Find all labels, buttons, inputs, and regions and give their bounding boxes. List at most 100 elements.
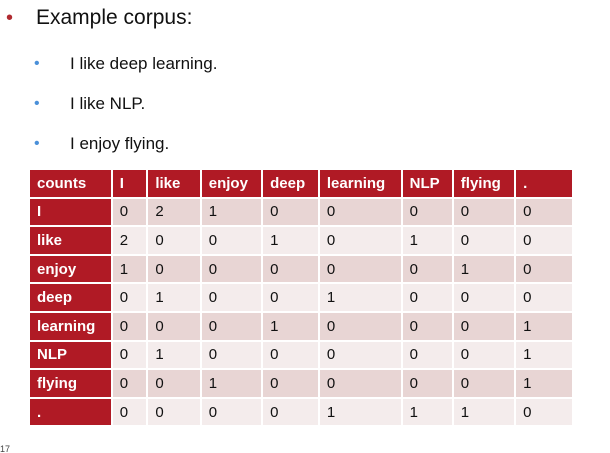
sentence-item: • I like deep learning. [34,44,217,84]
table-cell: 0 [451,225,517,256]
sentence-item: • I like NLP. [34,84,217,124]
table-cell: 1 [261,225,320,256]
sentence-text: I enjoy flying. [70,134,170,153]
table-cell: 1 [400,396,454,428]
row-header: learning [28,310,113,342]
table-cell: 0 [261,339,320,371]
table-cell: 0 [261,368,320,399]
table-cell: 0 [199,339,264,371]
row-header: NLP [28,339,113,371]
sentence-list: • I like deep learning. • I like NLP. • … [34,44,217,164]
bullet-icon: • [34,135,40,152]
table-cell: 0 [451,282,517,313]
table-cell: 0 [110,368,149,399]
table-cell: 1 [317,282,403,313]
table-cell: 2 [146,196,202,228]
table-cell: 1 [317,396,403,428]
table-row: . 0 0 0 0 1 1 1 0 [28,396,574,428]
table-cell: 0 [451,196,517,228]
table-cell: 0 [199,396,264,428]
table-cell: 1 [146,282,202,313]
table-cell: 0 [110,282,149,313]
row-header: deep [28,282,113,313]
table-cell: 0 [451,368,517,399]
column-header: flying [451,168,517,199]
table-cell: 0 [199,282,264,313]
table-row: NLP 0 1 0 0 0 0 0 1 [28,339,574,371]
column-header: deep [261,168,320,199]
table-cell: 0 [261,196,320,228]
table-cell: 1 [514,339,574,371]
table-cell: 1 [146,339,202,371]
table-cell: 0 [400,253,454,285]
table-cell: 0 [400,310,454,342]
table-cell: 0 [514,225,574,256]
table-cell: 0 [514,282,574,313]
table-cell: 1 [261,310,320,342]
cooccurrence-table: counts I like enjoy deep learning NLP fl… [28,168,574,428]
table-cell: 0 [317,368,403,399]
heading-row: • Example corpus: [6,4,192,32]
table-cell: 0 [146,396,202,428]
table-cell: 0 [199,225,264,256]
sentence-text: I like deep learning. [70,54,218,73]
table-cell: 1 [400,225,454,256]
table-cell: 0 [451,310,517,342]
table-cell: 0 [146,225,202,256]
table-cell: 0 [199,310,264,342]
table-cell: 0 [400,368,454,399]
row-header: enjoy [28,253,113,285]
table-cell: 0 [317,196,403,228]
table-header-row: counts I like enjoy deep learning NLP fl… [28,168,574,199]
table-cell: 0 [317,339,403,371]
table-cell: 0 [317,225,403,256]
row-header: . [28,396,113,428]
table-cell: 0 [110,339,149,371]
column-header: NLP [400,168,454,199]
table-cell: 1 [451,396,517,428]
table-cell: 0 [199,253,264,285]
row-header: like [28,225,113,256]
slide-heading: Example corpus: [36,6,193,29]
corner-header: counts [28,168,113,199]
sentence-item: • I enjoy flying. [34,124,217,164]
table-cell: 1 [514,310,574,342]
bullet-icon: • [6,7,14,29]
bullet-icon: • [34,55,40,72]
table-cell: 0 [317,253,403,285]
table-cell: 0 [146,310,202,342]
column-header: like [146,168,202,199]
table-row: like 2 0 0 1 0 1 0 0 [28,225,574,256]
column-header: learning [317,168,403,199]
table-cell: 0 [514,396,574,428]
table-cell: 0 [110,196,149,228]
table-cell: 0 [514,196,574,228]
table-cell: 2 [110,225,149,256]
table-cell: 0 [400,339,454,371]
slide-number: 17 [0,444,11,453]
table-cell: 0 [261,396,320,428]
column-header: . [514,168,574,199]
table-cell: 1 [514,368,574,399]
bullet-icon: • [34,95,40,112]
table-cell: 0 [317,310,403,342]
column-header: enjoy [199,168,264,199]
table-cell: 0 [146,368,202,399]
table-row: learning 0 0 0 1 0 0 0 1 [28,310,574,342]
table-cell: 0 [400,196,454,228]
table-cell: 1 [110,253,149,285]
sentence-text: I like NLP. [70,94,146,113]
table-row: enjoy 1 0 0 0 0 0 1 0 [28,253,574,285]
table-cell: 0 [400,282,454,313]
table-cell: 0 [451,339,517,371]
table-cell: 0 [110,396,149,428]
row-header: flying [28,368,113,399]
table-cell: 0 [146,253,202,285]
table-cell: 1 [199,368,264,399]
table-cell: 0 [261,253,320,285]
table-cell: 1 [451,253,517,285]
table-row: I 0 2 1 0 0 0 0 0 [28,196,574,228]
table-cell: 0 [110,310,149,342]
table-cell: 0 [261,282,320,313]
